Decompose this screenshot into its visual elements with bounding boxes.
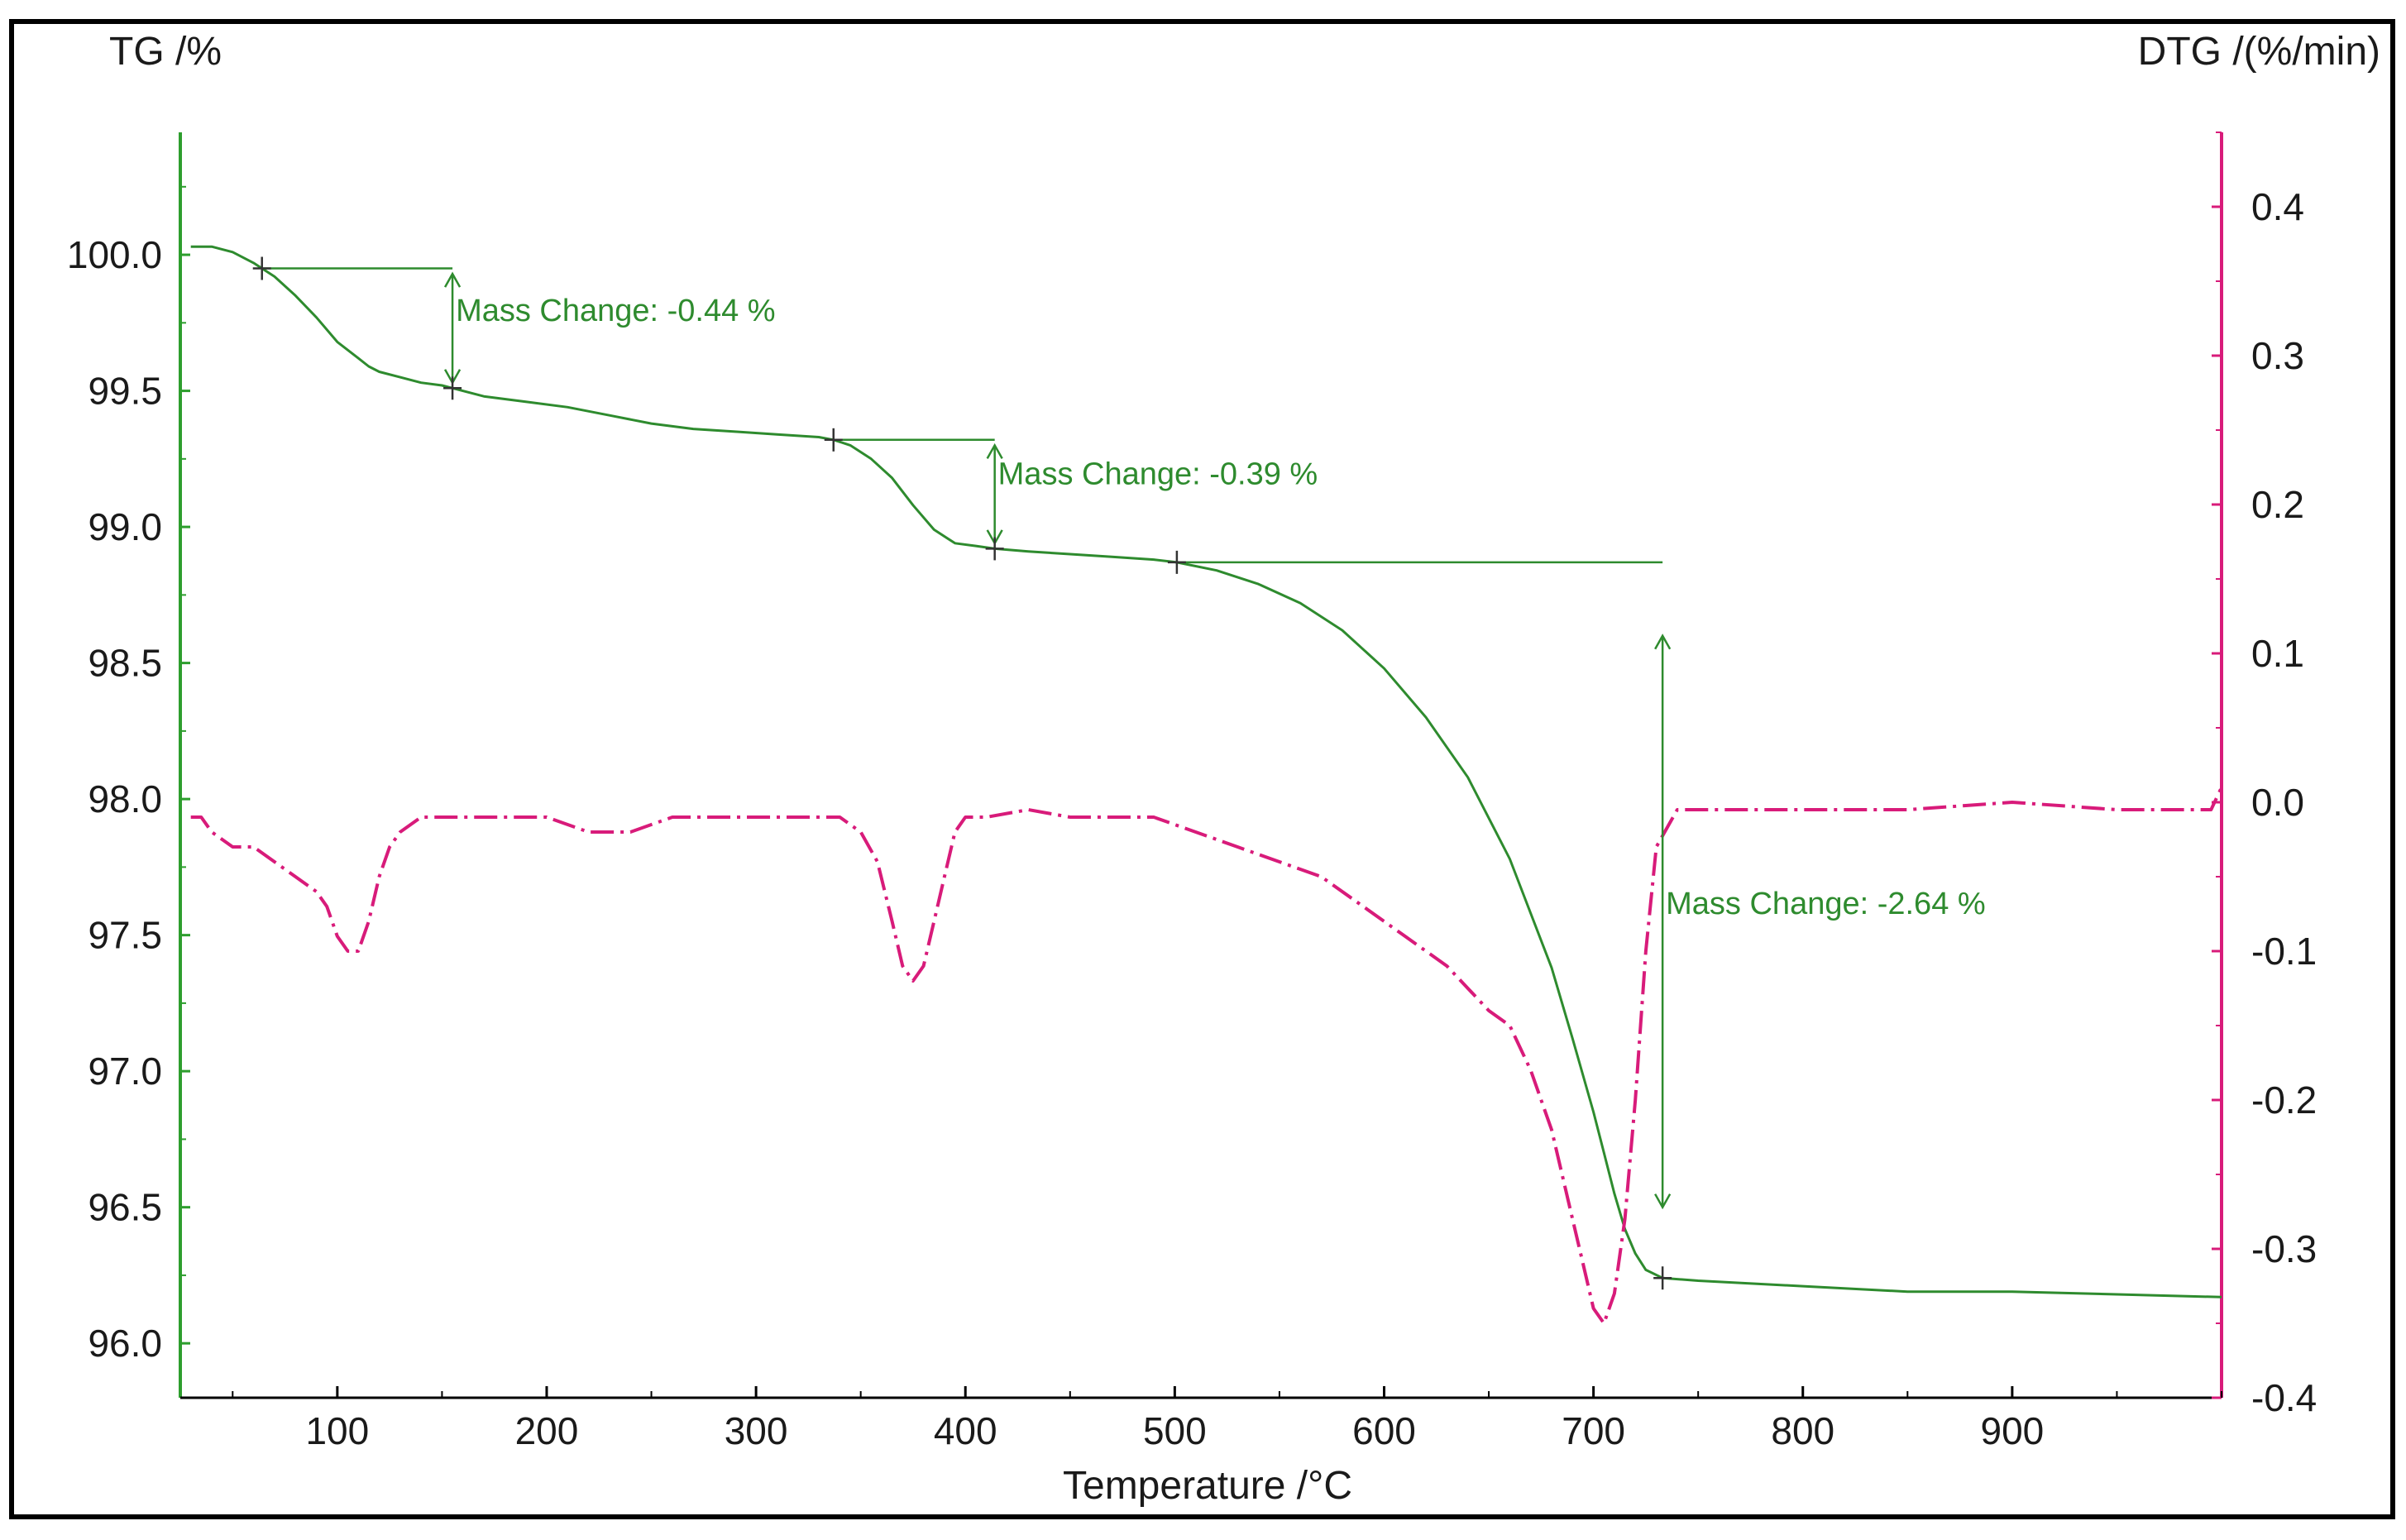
tg-dtg-chart: Mass Change: -0.44 % Mass Change: -0.39 %… xyxy=(0,0,2406,1540)
left-tick-label: 100.0 xyxy=(67,233,162,276)
chart-background xyxy=(0,0,2406,1540)
right-tick-label: -0.4 xyxy=(2251,1376,2317,1419)
x-tick-label: 300 xyxy=(725,1409,788,1452)
x-tick-label: 700 xyxy=(1562,1409,1625,1452)
right-tick-label: 0.2 xyxy=(2251,483,2304,526)
x-tick-label: 800 xyxy=(1771,1409,1834,1452)
left-tick-label: 99.0 xyxy=(88,505,162,548)
x-axis-title: Temperature /°C xyxy=(1063,1464,1352,1508)
annotation-label: Mass Change: -2.64 % xyxy=(1666,887,1986,921)
annotation-label: Mass Change: -0.39 % xyxy=(998,457,1318,491)
left-axis-title: TG /% xyxy=(109,30,222,74)
x-tick-label: 900 xyxy=(1980,1409,2044,1452)
right-tick-label: -0.2 xyxy=(2251,1078,2317,1122)
left-tick-label: 97.0 xyxy=(88,1050,162,1093)
left-tick-label: 99.5 xyxy=(88,370,162,413)
left-tick-label: 96.0 xyxy=(88,1322,162,1365)
x-tick-label: 500 xyxy=(1143,1409,1207,1452)
left-tick-label: 98.5 xyxy=(88,642,162,685)
x-tick-label: 400 xyxy=(934,1409,997,1452)
right-axis-title: DTG /(%/min) xyxy=(2138,30,2380,74)
x-tick-label: 600 xyxy=(1352,1409,1416,1452)
left-tick-label: 96.5 xyxy=(88,1186,162,1229)
left-tick-label: 98.0 xyxy=(88,777,162,820)
right-tick-label: 0.1 xyxy=(2251,632,2304,675)
right-tick-label: 0.0 xyxy=(2251,781,2304,824)
left-tick-label: 97.5 xyxy=(88,914,162,957)
right-tick-label: 0.4 xyxy=(2251,185,2304,228)
right-tick-label: 0.3 xyxy=(2251,334,2304,377)
right-tick-label: -0.3 xyxy=(2251,1227,2317,1270)
right-tick-label: -0.1 xyxy=(2251,930,2317,973)
x-tick-label: 200 xyxy=(515,1409,579,1452)
annotation-label: Mass Change: -0.44 % xyxy=(456,294,776,328)
x-tick-label: 100 xyxy=(305,1409,369,1452)
